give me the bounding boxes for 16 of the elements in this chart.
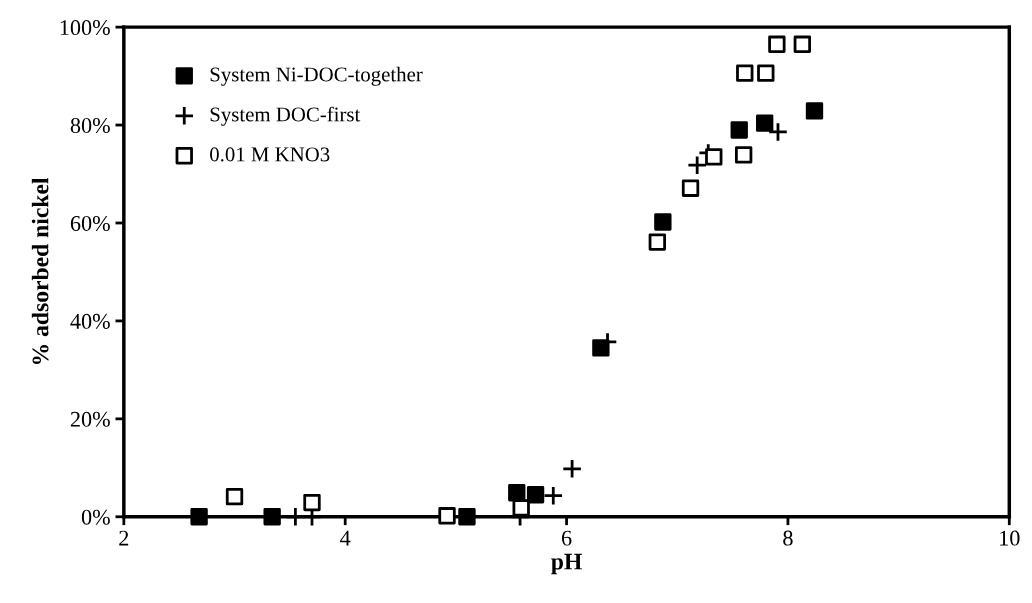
x-tick-label: 2 bbox=[119, 530, 129, 546]
y-tick-label: 100% bbox=[60, 20, 110, 36]
legend-label: System DOC-first bbox=[210, 106, 361, 126]
y-tick-label: 0% bbox=[81, 509, 110, 525]
x-axis-title: pH bbox=[551, 553, 582, 575]
y-tick-label: 60% bbox=[70, 215, 110, 231]
legend-label: System Ni-DOC-together bbox=[210, 66, 423, 86]
x-tick-label: 8 bbox=[783, 530, 793, 546]
x-tick-label: 4 bbox=[340, 530, 351, 546]
y-tick-label: 40% bbox=[70, 313, 110, 329]
legend-label: 0.01 M KNO3 bbox=[210, 147, 330, 162]
x-tick-label: 10 bbox=[1000, 530, 1020, 546]
y-axis-title: % adsorbed nickel bbox=[31, 177, 49, 364]
x-tick-label: 6 bbox=[561, 530, 572, 546]
y-tick-label: 80% bbox=[70, 117, 110, 134]
y-tick-label: 20% bbox=[70, 411, 110, 427]
